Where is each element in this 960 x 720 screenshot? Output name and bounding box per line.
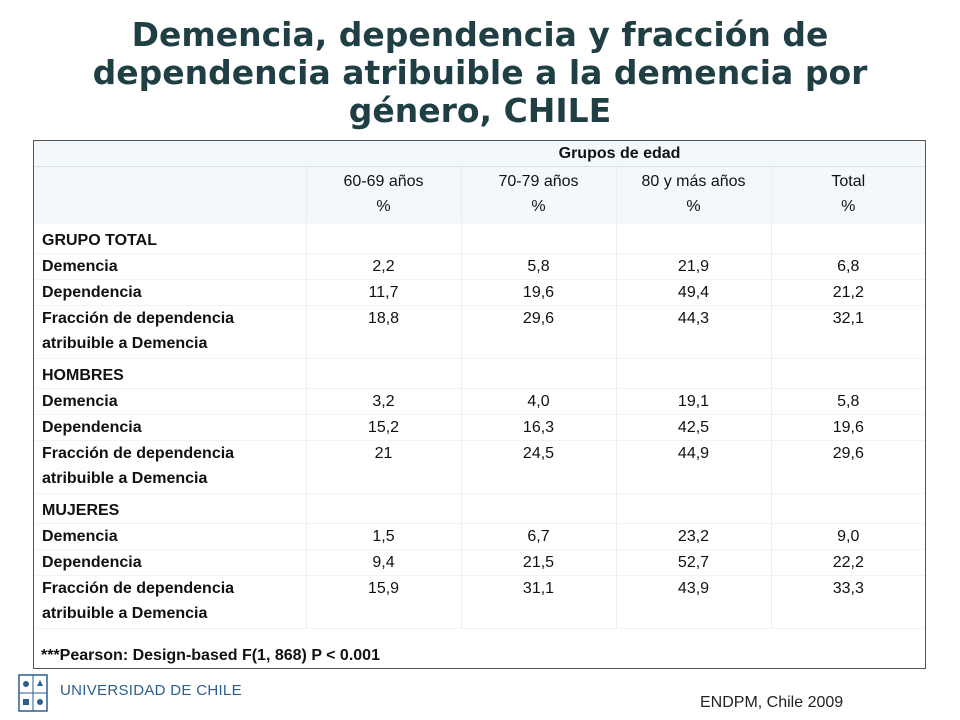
- row-label: Dependencia: [34, 414, 306, 441]
- table-cell: 15,2: [305, 414, 461, 441]
- university-name: UNIVERSIDAD DE CHILE: [60, 682, 242, 699]
- table-cell: 3,2: [305, 388, 461, 415]
- table-cell: 6,8: [770, 253, 926, 280]
- table-row: Dependencia 15,2 16,3 42,5 19,6: [34, 414, 926, 441]
- section-header-row: GRUPO TOTAL: [34, 223, 926, 254]
- page-title: Demencia, dependencia y fracción de depe…: [0, 16, 960, 130]
- title-line-1: Demencia, dependencia y fracción de: [131, 15, 829, 54]
- row-label: Demencia: [34, 523, 306, 550]
- table-cell: 19,6: [770, 414, 926, 441]
- table-cell: 11,7: [305, 279, 461, 306]
- table-cell: 22,2: [770, 549, 926, 576]
- table-row: Demencia 2,2 5,8 21,9 6,8: [34, 253, 926, 280]
- table-cell: 21,5: [460, 549, 616, 576]
- table-row: Demencia 1,5 6,7 23,2 9,0: [34, 523, 926, 550]
- table-cell: 19,1: [615, 388, 771, 415]
- table-cell: 31,1: [460, 575, 616, 629]
- table-cell: 9,0: [770, 523, 926, 550]
- table-cell: 49,4: [615, 279, 771, 306]
- table-cell: 19,6: [460, 279, 616, 306]
- row-label: Dependencia: [34, 279, 306, 306]
- section-title: MUJERES: [34, 493, 306, 524]
- table-cell: 4,0: [460, 388, 616, 415]
- column-header-row: 60-69 años% 70-79 años% 80 y más años% T…: [34, 166, 926, 224]
- group-header: Grupos de edad: [306, 141, 926, 167]
- footnote: ***Pearson: Design-based F(1, 868) P < 0…: [41, 647, 380, 664]
- data-table-container: Grupos de edad 60-69 años% 70-79 años% 8…: [33, 140, 926, 669]
- title-line-2: dependencia atribuible a la demencia por: [92, 53, 868, 92]
- table-cell: 29,6: [460, 305, 616, 359]
- data-table: Grupos de edad 60-69 años% 70-79 años% 8…: [34, 141, 926, 629]
- row-label: Dependencia: [34, 549, 306, 576]
- table-cell: 2,2: [305, 253, 461, 280]
- column-header: 70-79 años%: [460, 166, 616, 224]
- table-row: Dependencia 11,7 19,6 49,4 21,2: [34, 279, 926, 306]
- university-seal-icon: [18, 674, 48, 712]
- table-cell: 32,1: [770, 305, 926, 359]
- source-citation: ENDPM, Chile 2009: [700, 694, 844, 711]
- column-header: 60-69 años%: [305, 166, 461, 224]
- section-title: HOMBRES: [34, 358, 306, 389]
- table-cell: 52,7: [615, 549, 771, 576]
- table-cell: 16,3: [460, 414, 616, 441]
- table-row: Demencia 3,2 4,0 19,1 5,8: [34, 388, 926, 415]
- table-cell: 21,9: [615, 253, 771, 280]
- section-header-row: HOMBRES: [34, 358, 926, 389]
- row-label: Fracción de dependencia atribuible a Deme…: [34, 575, 306, 629]
- table-row: Fracción de dependencia atribuible a Deme…: [34, 440, 926, 494]
- column-header: 80 y más años%: [615, 166, 771, 224]
- table-cell: 24,5: [460, 440, 616, 494]
- row-label: Demencia: [34, 388, 306, 415]
- title-line-3: género, CHILE: [348, 91, 612, 130]
- table-cell: 29,6: [770, 440, 926, 494]
- table-cell: 6,7: [460, 523, 616, 550]
- table-cell: 1,5: [305, 523, 461, 550]
- row-label: Fracción de dependencia atribuible a Deme…: [34, 305, 306, 359]
- row-label: Demencia: [34, 253, 306, 280]
- table-cell: 5,8: [770, 388, 926, 415]
- table-cell: 21: [305, 440, 461, 494]
- table-cell: 15,9: [305, 575, 461, 629]
- table-cell: 44,3: [615, 305, 771, 359]
- table-cell: 21,2: [770, 279, 926, 306]
- table-cell: 23,2: [615, 523, 771, 550]
- table-cell: 43,9: [615, 575, 771, 629]
- table-cell: 33,3: [770, 575, 926, 629]
- table-cell: 42,5: [615, 414, 771, 441]
- table-row: Fracción de dependencia atribuible a Deme…: [34, 305, 926, 359]
- column-header: Total%: [770, 166, 926, 224]
- section-header-row: MUJERES: [34, 493, 926, 524]
- table-cell: 44,9: [615, 440, 771, 494]
- table-row: Fracción de dependencia atribuible a Deme…: [34, 575, 926, 629]
- row-label: Fracción de dependencia atribuible a Deme…: [34, 440, 306, 494]
- group-header-row: Grupos de edad: [34, 141, 926, 167]
- table-row: Dependencia 9,4 21,5 52,7 22,2: [34, 549, 926, 576]
- section-title: GRUPO TOTAL: [34, 223, 306, 254]
- table-cell: 5,8: [460, 253, 616, 280]
- table-cell: 9,4: [305, 549, 461, 576]
- table-cell: 18,8: [305, 305, 461, 359]
